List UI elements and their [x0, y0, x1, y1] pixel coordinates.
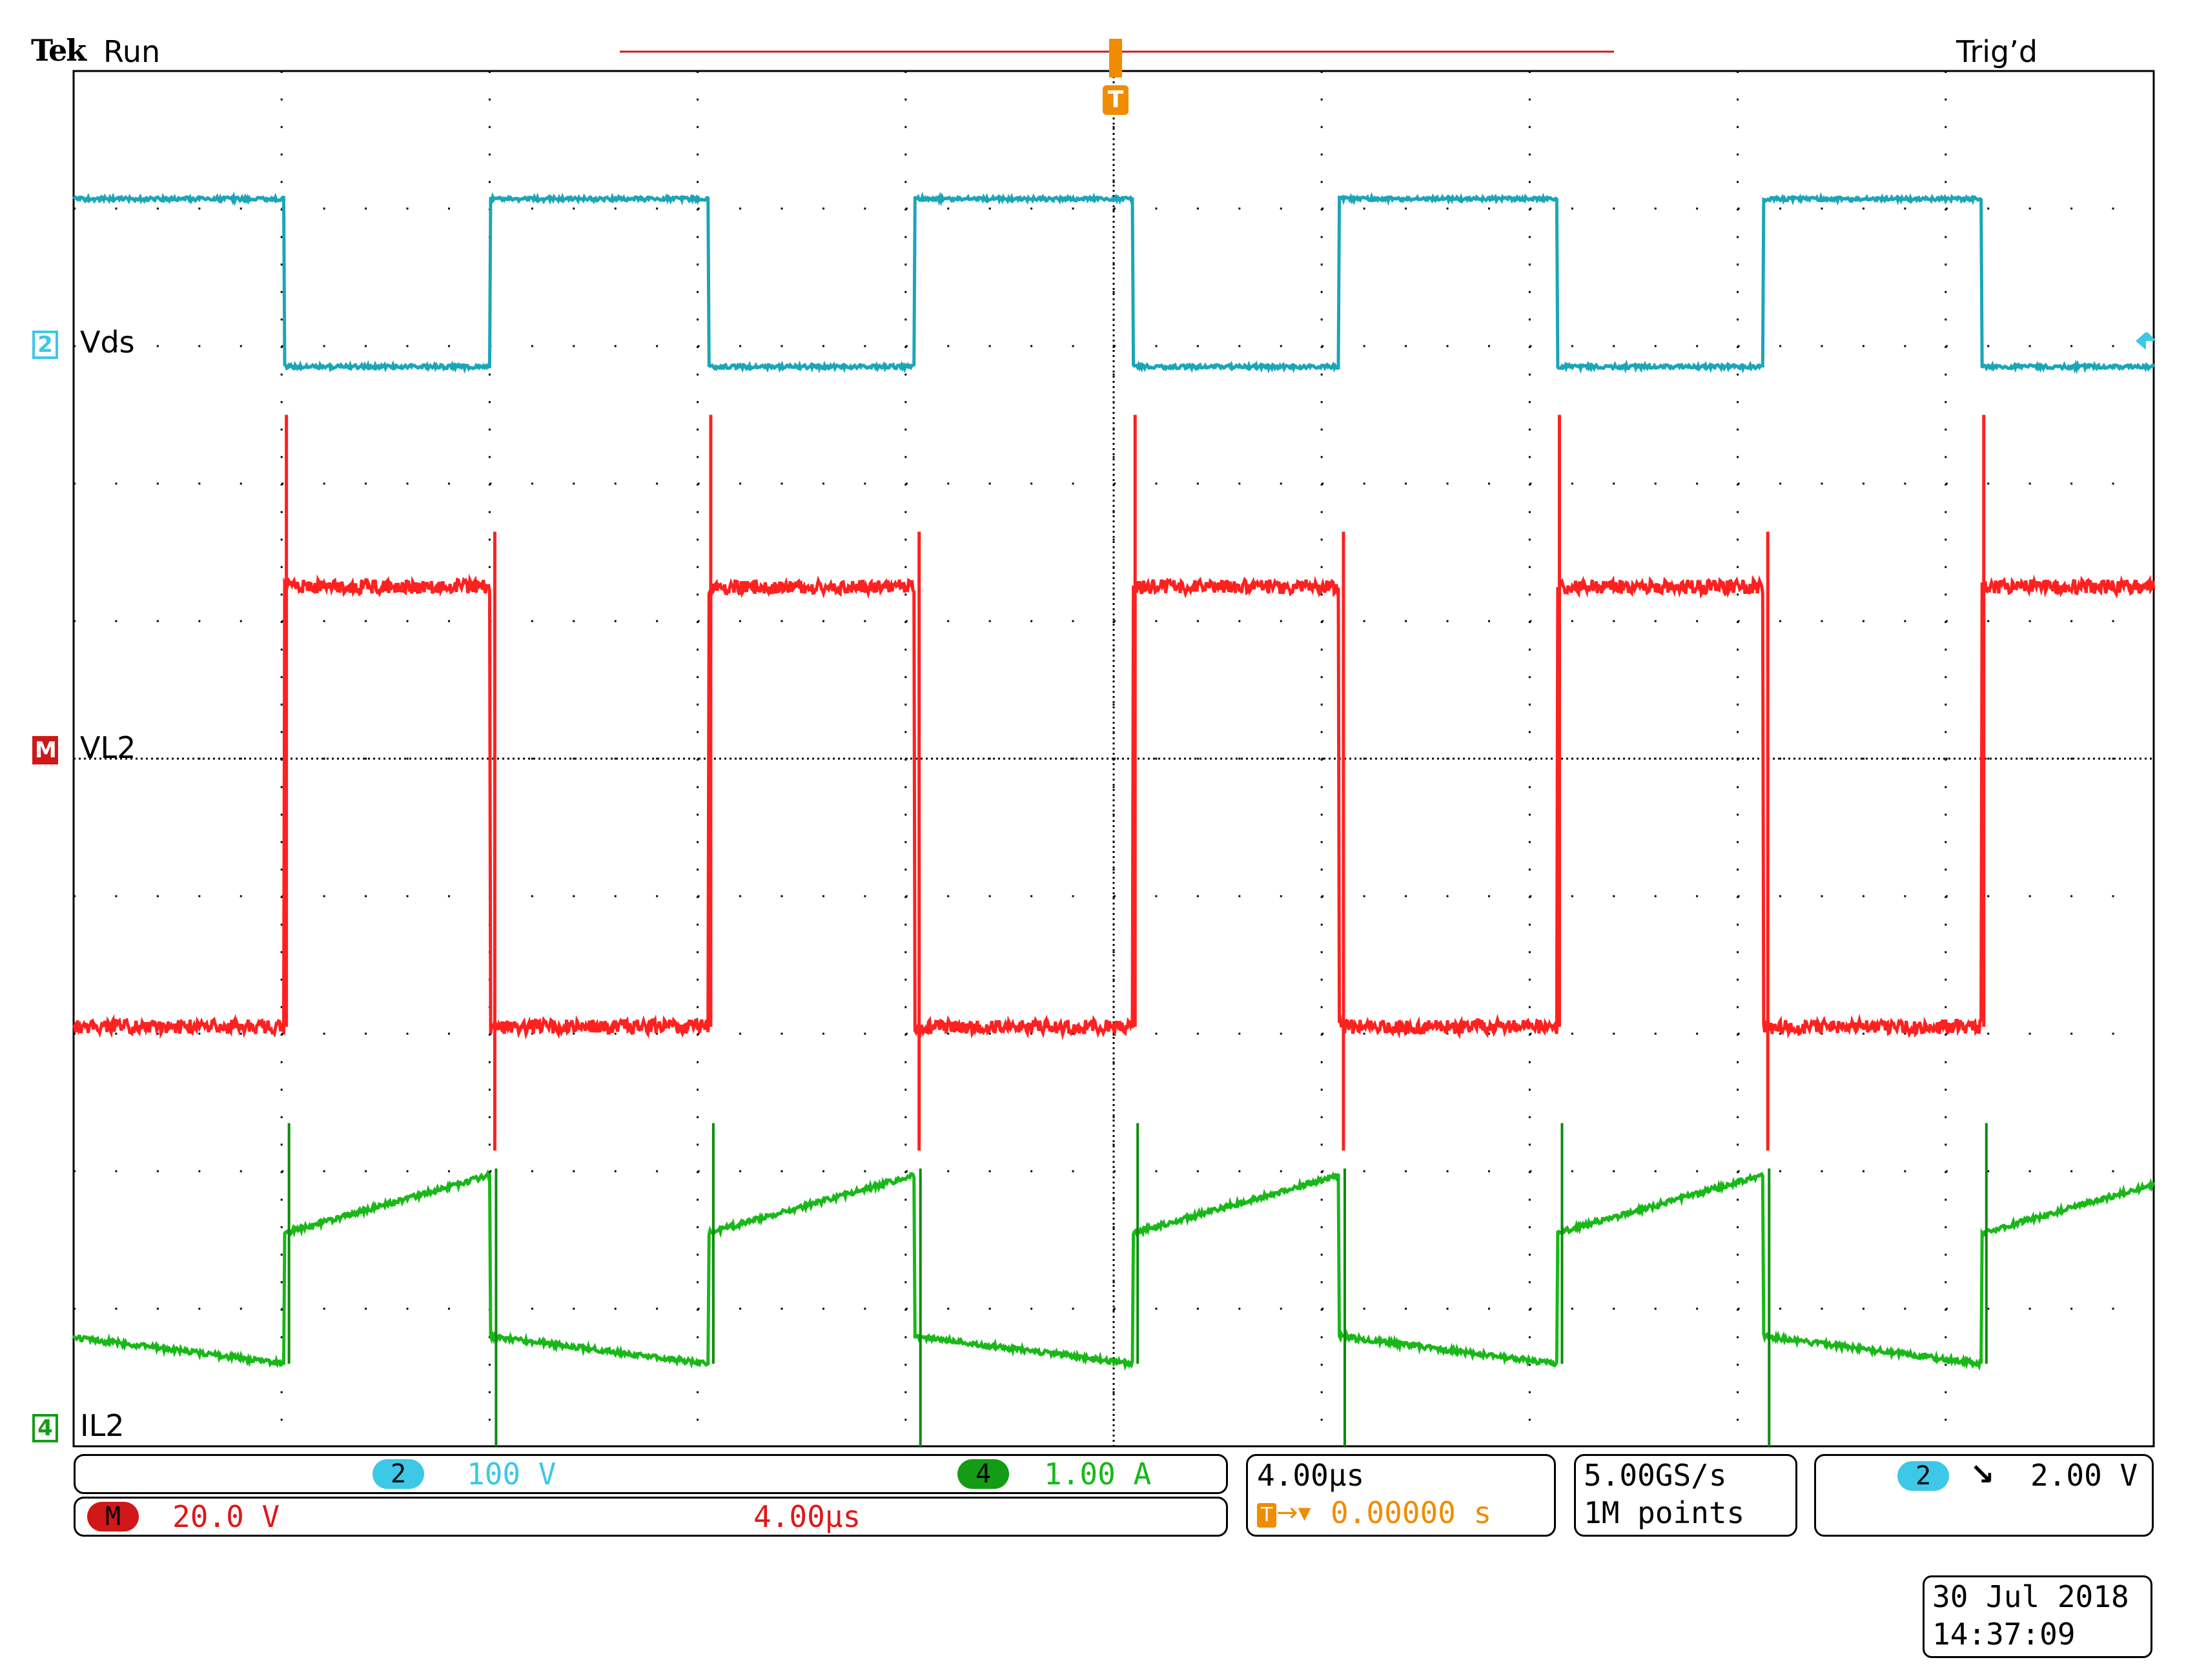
ch4-badge: 4	[957, 1459, 1009, 1489]
ch4-marker[interactable]: 4	[32, 1414, 58, 1442]
trigger-readout-box[interactable]: 2 ↘ 2.00 V	[1814, 1454, 2154, 1537]
graticule-grid	[72, 70, 2155, 1448]
datetime-box: 30 Jul 2018 14:37:09	[1923, 1575, 2152, 1658]
acquisition-readout-box[interactable]: 5.00GS/s 1M points	[1574, 1454, 1797, 1537]
il2-trace	[72, 1169, 2156, 1371]
math-label: VL2	[80, 730, 136, 765]
waveforms	[72, 191, 2156, 1446]
tek-logo: Tek	[31, 33, 87, 68]
channel-readout-box[interactable]: 2 100 V 4 1.00 A	[74, 1454, 1228, 1494]
run-status: Run	[103, 34, 161, 69]
math-badge: M	[87, 1502, 139, 1531]
sample-rate: 5.00GS/s	[1584, 1458, 1727, 1493]
math-readout-box[interactable]: M 20.0 V 4.00µs	[74, 1497, 1228, 1537]
ch2-scale: 100 V	[467, 1457, 557, 1491]
horizontal-scale: 4.00µs	[1257, 1458, 1365, 1493]
horizontal-readout-box[interactable]: 4.00µs T →▾ 0.00000 s	[1246, 1454, 1556, 1537]
vds-trace	[72, 191, 2156, 374]
falling-edge-icon: ↘	[1970, 1457, 1995, 1491]
trigger-offset-icon: T →▾	[1257, 1496, 1311, 1530]
trigger-stem	[1109, 39, 1122, 77]
math-marker[interactable]: M	[32, 736, 58, 764]
ch2-marker[interactable]: 2	[32, 331, 58, 359]
ch4-label: IL2	[80, 1408, 125, 1443]
trigger-status: Trig’d	[1956, 34, 2038, 69]
trigger-position-marker[interactable]: T	[1103, 85, 1129, 115]
math-scale: 20.0 V	[172, 1499, 280, 1534]
top-markers	[620, 39, 2156, 350]
trigger-level-arrow-shape	[2136, 332, 2146, 350]
trigger-source-badge: 2	[1897, 1461, 1949, 1491]
ch2-badge: 2	[373, 1459, 424, 1489]
trigger-position: 0.00000 s	[1331, 1495, 1492, 1530]
math-timebase: 4.00µs	[753, 1499, 861, 1534]
ch2-label: Vds	[80, 325, 135, 360]
vl2-trace	[72, 573, 2156, 1041]
trigger-level: 2.00 V	[2030, 1458, 2138, 1493]
time-text: 14:37:09	[1932, 1617, 2076, 1652]
record-length: 1M points	[1584, 1495, 1745, 1530]
date-text: 30 Jul 2018	[1932, 1579, 2129, 1614]
ch4-scale: 1.00 A	[1044, 1457, 1152, 1491]
